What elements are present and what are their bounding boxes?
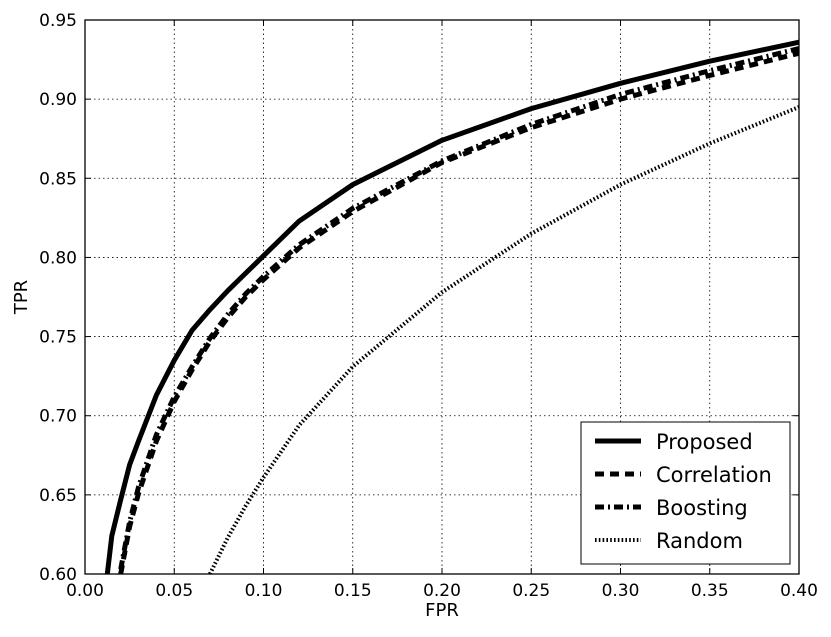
x-tick-label: 0.35 xyxy=(691,581,729,601)
legend-box xyxy=(580,421,791,565)
x-tick-label: 0.05 xyxy=(155,581,193,601)
y-tick-label: 0.75 xyxy=(39,328,77,348)
series-line-proposed xyxy=(104,39,799,574)
legend-label-random: Random xyxy=(656,529,743,553)
axis-ticks xyxy=(84,19,800,575)
y-axis-label: TPR xyxy=(11,280,32,315)
x-tick-labels: 0.00 0.05 0.10 0.15 0.20 0.25 0.30 0.35 0.40 xyxy=(66,581,818,601)
legend-label-proposed: Proposed xyxy=(656,430,753,454)
y-tick-label: 0.70 xyxy=(39,407,77,427)
x-tick-label: 0.10 xyxy=(245,581,283,601)
y-tick-label: 0.65 xyxy=(39,486,77,506)
x-tick-label: 0.30 xyxy=(602,581,640,601)
series-line-boosting xyxy=(118,46,799,570)
legend: Proposed Correlation Boosting Random xyxy=(580,421,791,565)
series-line-random xyxy=(208,105,799,574)
y-tick-label: 0.85 xyxy=(39,169,77,189)
y-tick-label: 0.95 xyxy=(39,11,77,31)
y-tick-label: 0.90 xyxy=(39,90,77,110)
x-tick-label: 0.15 xyxy=(334,581,372,601)
x-axis-label: FPR xyxy=(425,600,459,621)
series-lines xyxy=(104,39,799,574)
x-tick-label: 0.40 xyxy=(780,581,818,601)
y-tick-labels: 0.60 0.65 0.70 0.75 0.80 0.85 0.90 0.95 xyxy=(39,11,77,585)
y-tick-label: 0.80 xyxy=(39,248,77,268)
legend-label-boosting: Boosting xyxy=(656,496,748,520)
x-tick-label: 0.25 xyxy=(512,581,550,601)
x-tick-label: 0.00 xyxy=(66,581,104,601)
x-tick-label: 0.20 xyxy=(423,581,461,601)
y-tick-label: 0.60 xyxy=(39,565,77,585)
legend-label-correlation: Correlation xyxy=(656,463,772,487)
